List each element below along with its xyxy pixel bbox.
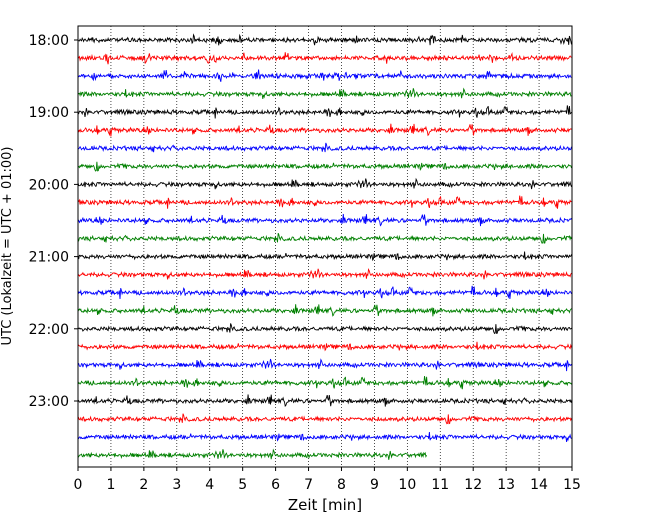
- seismic-traces: [77, 33, 572, 460]
- seismic-trace: [77, 69, 572, 82]
- x-tick-label: 9: [370, 477, 379, 493]
- seismic-trace: [77, 161, 572, 172]
- x-tick-label: 8: [337, 477, 346, 493]
- y-tick-label: 19:00: [29, 105, 69, 121]
- seismic-trace: [77, 105, 572, 119]
- x-tick-label: 5: [238, 477, 247, 493]
- x-tick-label: 15: [563, 477, 581, 493]
- seismic-trace: [77, 177, 572, 190]
- seismic-trace: [77, 358, 572, 372]
- y-tick-label: 21:00: [29, 250, 69, 266]
- seismic-trace: [77, 285, 572, 299]
- y-tick-label: 22:00: [29, 322, 69, 338]
- y-tick-label: 23:00: [29, 394, 69, 410]
- seismic-trace: [77, 432, 572, 443]
- y-axis-title: UTC (Lokalzeit = UTC + 01:00): [0, 147, 15, 346]
- seismic-trace: [77, 123, 572, 137]
- x-tick-label: 4: [205, 477, 214, 493]
- y-axis: 18:00 19:00 20:00 21:00 22:00 23:00: [29, 33, 78, 410]
- x-tick-label: 14: [530, 477, 548, 493]
- seismic-trace: [77, 87, 572, 100]
- seismic-trace: [77, 394, 572, 407]
- y-tick-label: 20:00: [29, 177, 69, 193]
- x-axis-title: Zeit [min]: [288, 496, 362, 514]
- x-tick-label: 1: [106, 477, 115, 493]
- x-axis: 0 1 2 3 4 5 6 7 8 9 10 11 12 13 14 15: [74, 467, 581, 493]
- x-tick-label: 3: [172, 477, 181, 493]
- seismic-trace: [77, 323, 572, 335]
- seismic-trace: [77, 33, 572, 46]
- y-tick-label: 18:00: [29, 33, 69, 49]
- plot-frame: [77, 25, 573, 468]
- seismic-trace: [77, 232, 572, 244]
- x-tick-label: 10: [398, 477, 416, 493]
- seismic-trace: [77, 52, 572, 65]
- seismic-trace: [77, 448, 427, 460]
- seismic-trace: [77, 304, 572, 317]
- x-tick-label: 12: [464, 477, 482, 493]
- x-tick-label: 11: [431, 477, 449, 493]
- x-tick-label: 13: [497, 477, 515, 493]
- x-tick-label: 0: [74, 477, 83, 493]
- seismic-trace: [77, 251, 572, 262]
- x-tick-label: 6: [271, 477, 280, 493]
- seismic-trace: [77, 213, 572, 227]
- seismic-trace: [77, 413, 572, 425]
- seismic-trace: [77, 195, 572, 209]
- seismic-trace: [77, 142, 572, 153]
- x-tick-label: 7: [304, 477, 313, 493]
- seismic-trace: [77, 341, 572, 352]
- x-tick-label: 2: [139, 477, 148, 493]
- seismic-trace: [77, 268, 572, 280]
- seismic-trace: [77, 376, 572, 390]
